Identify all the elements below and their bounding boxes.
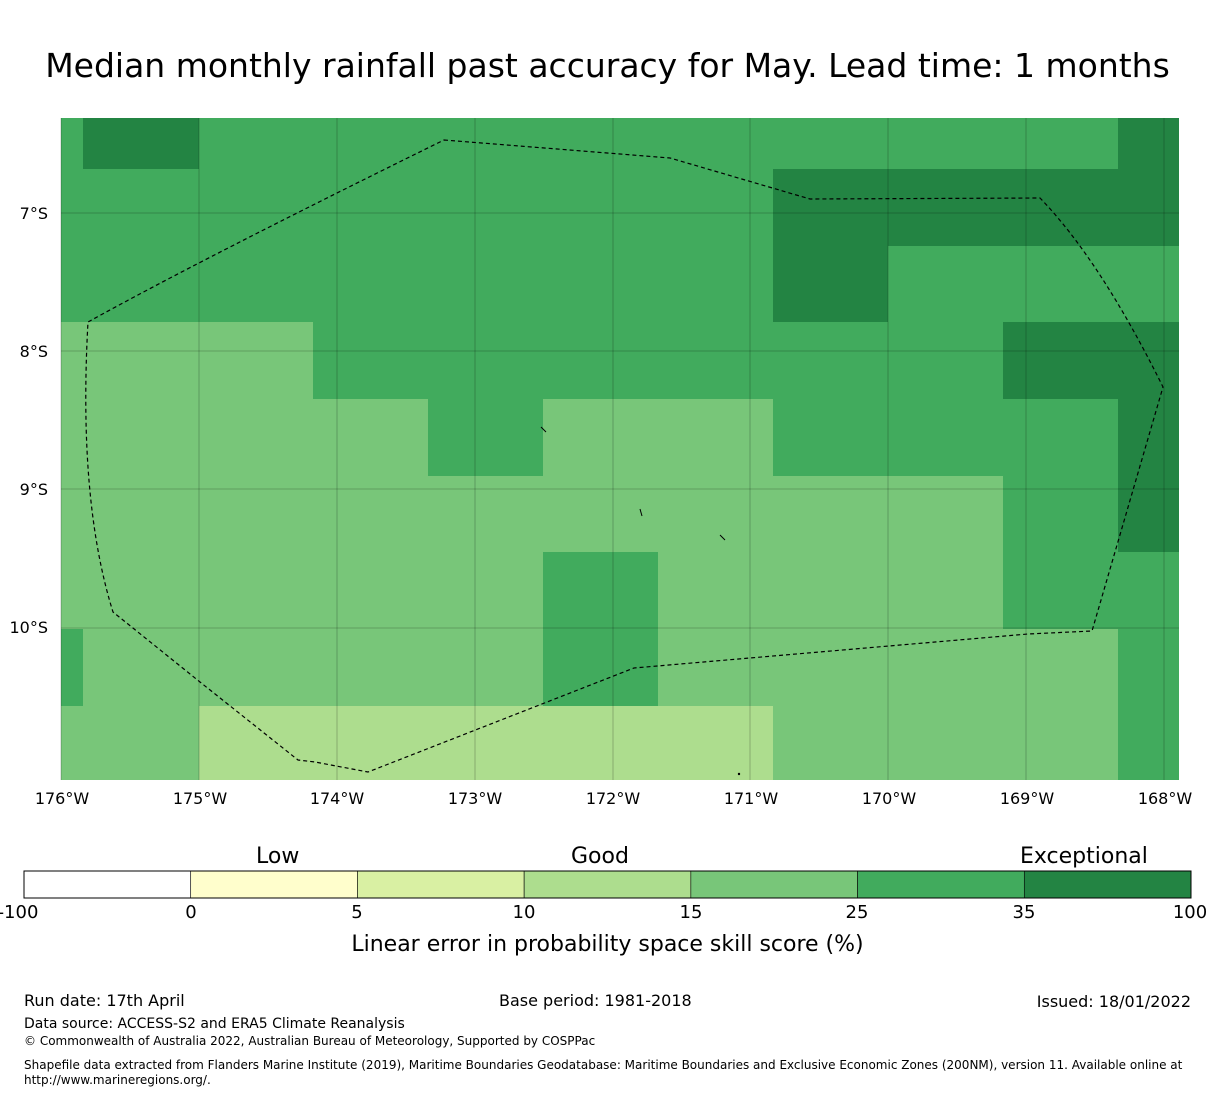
island xyxy=(719,534,726,541)
colorbar-tick: 100 xyxy=(1172,902,1208,923)
colorbar-segment xyxy=(857,870,1025,899)
grid-cell xyxy=(1118,399,1179,552)
grid-cell xyxy=(658,552,773,706)
eez-boundary xyxy=(85,139,1164,773)
colorbar-tick: 0 xyxy=(185,902,197,923)
category-good: Good xyxy=(571,844,629,869)
grid-cell xyxy=(61,706,199,780)
island xyxy=(737,772,741,776)
lon-label: 172°W xyxy=(585,789,641,808)
colorbar-tick: 15 xyxy=(679,902,703,923)
lon-label: 168°W xyxy=(1137,789,1193,808)
map-title: Median monthly rainfall past accuracy fo… xyxy=(45,46,1170,85)
island xyxy=(639,508,643,517)
shapefile-link[interactable]: http://www.marineregions.org/. xyxy=(24,1073,211,1087)
lon-label: 174°W xyxy=(309,789,365,808)
grid-cell xyxy=(773,169,1179,246)
skill-grid xyxy=(61,118,1179,780)
grid-cell xyxy=(313,399,428,706)
lat-label: 7°S xyxy=(19,204,48,223)
colorbar-tick: 25 xyxy=(845,902,869,923)
copyright: © Commonwealth of Australia 2022, Austra… xyxy=(24,1034,596,1048)
issued-date: Issued: 18/01/2022 xyxy=(1036,992,1191,1011)
data-source: Data source: ACCESS-S2 and ERA5 Climate … xyxy=(24,1016,405,1032)
lon-label: 171°W xyxy=(723,789,779,808)
lat-label: 10°S xyxy=(9,618,48,637)
colorbar-segment xyxy=(357,870,525,899)
colorbar-tick: 10 xyxy=(512,902,536,923)
colorbar-segment xyxy=(23,870,192,899)
grid-cell xyxy=(773,476,1003,706)
grid-cell xyxy=(773,246,888,322)
category-exceptional: Exceptional xyxy=(1020,844,1148,869)
colorbar-tick: 5 xyxy=(351,902,363,923)
grid-cell xyxy=(199,706,773,780)
lon-label: 176°W xyxy=(34,789,90,808)
lon-label: 173°W xyxy=(447,789,503,808)
grid-cell xyxy=(1118,118,1179,169)
graticule xyxy=(60,118,1179,780)
colorbar-segment xyxy=(523,870,692,899)
colorbar-frame xyxy=(23,870,1192,899)
grid-cell xyxy=(61,629,83,706)
lon-label: 169°W xyxy=(999,789,1055,808)
colorbar-segment xyxy=(190,870,358,899)
colorbar-label: Linear error in probability space skill … xyxy=(351,932,864,957)
category-low: Low xyxy=(256,844,300,869)
grid-cell xyxy=(543,399,773,552)
lon-label: 170°W xyxy=(861,789,917,808)
base-period: Base period: 1981-2018 xyxy=(499,991,692,1010)
lat-label: 8°S xyxy=(19,342,48,361)
grid-cell xyxy=(428,476,543,706)
colorbar xyxy=(23,870,1192,899)
grid-cell xyxy=(83,118,199,169)
grid-cell xyxy=(61,322,313,706)
colorbar-segment xyxy=(1023,870,1192,899)
grid-cell xyxy=(773,706,1118,780)
colorbar-segment xyxy=(690,870,858,899)
lon-label: 175°W xyxy=(172,789,228,808)
shapefile-credit: Shapefile data extracted from Flanders M… xyxy=(24,1058,1183,1072)
colorbar-tick: 35 xyxy=(1012,902,1036,923)
run-date: Run date: 17th April xyxy=(24,991,185,1010)
colorbar-tick: -100 xyxy=(0,902,39,923)
grid-cell xyxy=(1003,629,1118,706)
lat-label: 9°S xyxy=(19,480,48,499)
skill-score-map xyxy=(60,118,1179,780)
island xyxy=(540,426,547,433)
